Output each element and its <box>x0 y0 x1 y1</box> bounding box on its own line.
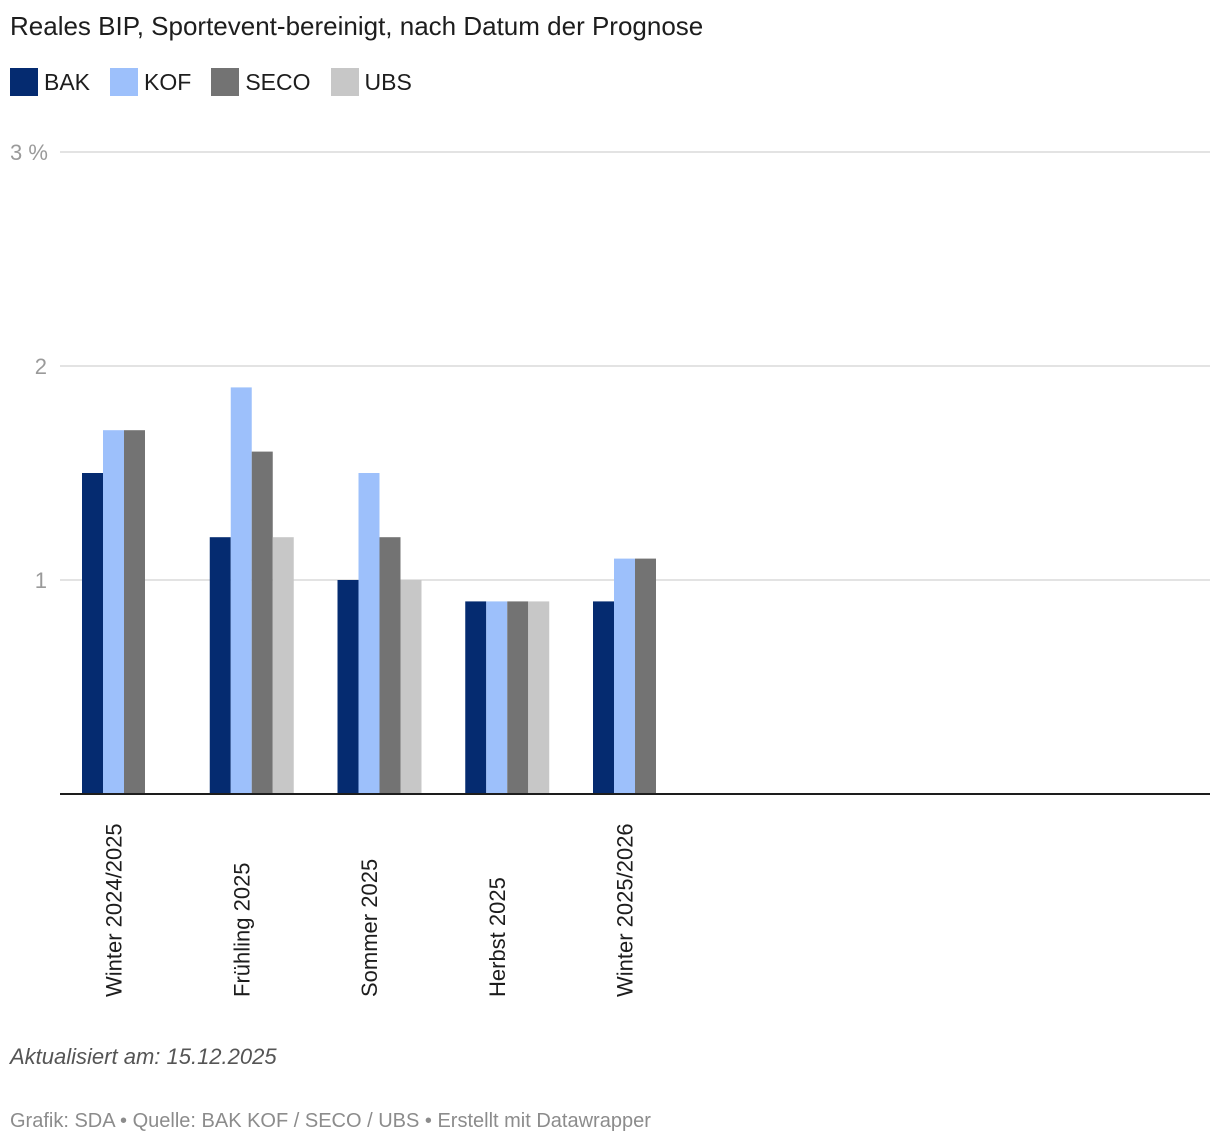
bar-seco-4 <box>635 558 656 794</box>
bar-kof-2 <box>358 473 380 794</box>
legend-swatch-kof <box>110 68 139 96</box>
updated-note: Aktualisiert am: 15.12.2025 <box>10 1044 277 1069</box>
y-tick-label-2: 3 % <box>10 140 48 165</box>
bar-kof-0 <box>103 430 124 794</box>
bar-ubs-3 <box>528 601 550 794</box>
y-tick-label-1: 2 <box>35 354 47 379</box>
x-category-label-1: Frühling 2025 <box>229 862 254 997</box>
bar-kof-3 <box>486 601 508 794</box>
x-category-label-2: Sommer 2025 <box>357 859 382 997</box>
bar-seco-3 <box>507 601 529 794</box>
x-category-label-0: Winter 2024/2025 <box>102 823 127 997</box>
x-category-label-3: Herbst 2025 <box>485 877 510 997</box>
legend-item-seco: SECO <box>211 68 311 96</box>
chart-title: Reales BIP, Sportevent-bereinigt, nach D… <box>10 11 704 41</box>
x-category-label-4: Winter 2025/2026 <box>613 823 638 997</box>
bar-bak-1 <box>209 537 231 794</box>
bar-seco-0 <box>124 430 145 794</box>
legend-swatch-bak <box>10 68 38 96</box>
bar-bak-3 <box>465 601 487 794</box>
bar-ubs-2 <box>400 580 422 794</box>
bar-bak-0 <box>82 473 103 794</box>
source-note: Grafik: SDA • Quelle: BAK KOF / SECO / U… <box>10 1110 651 1132</box>
bar-kof-1 <box>230 387 252 794</box>
bar-kof-4 <box>614 558 635 794</box>
legend-item-ubs: UBS <box>330 68 412 96</box>
bar-seco-2 <box>379 537 401 794</box>
legend: BAK KOF SECO UBS <box>10 68 432 96</box>
bar-bak-2 <box>337 580 359 794</box>
legend-label-kof: KOF <box>144 69 192 95</box>
legend-label-seco: SECO <box>245 69 311 95</box>
legend-label-bak: BAK <box>44 69 91 95</box>
legend-swatch-ubs <box>330 68 359 96</box>
bar-chart: 1 2 3 % Winter 2024/2025 Frühling 2025 Sommer… <box>10 140 1210 997</box>
legend-item-kof: KOF <box>110 68 191 96</box>
bar-ubs-1 <box>272 537 294 794</box>
bar-seco-1 <box>251 451 273 794</box>
bar-bak-4 <box>593 601 614 794</box>
legend-swatch-seco <box>211 68 240 96</box>
legend-item-bak: BAK <box>10 68 90 96</box>
y-tick-label-0: 1 <box>35 568 47 593</box>
legend-label-ubs: UBS <box>364 69 412 95</box>
